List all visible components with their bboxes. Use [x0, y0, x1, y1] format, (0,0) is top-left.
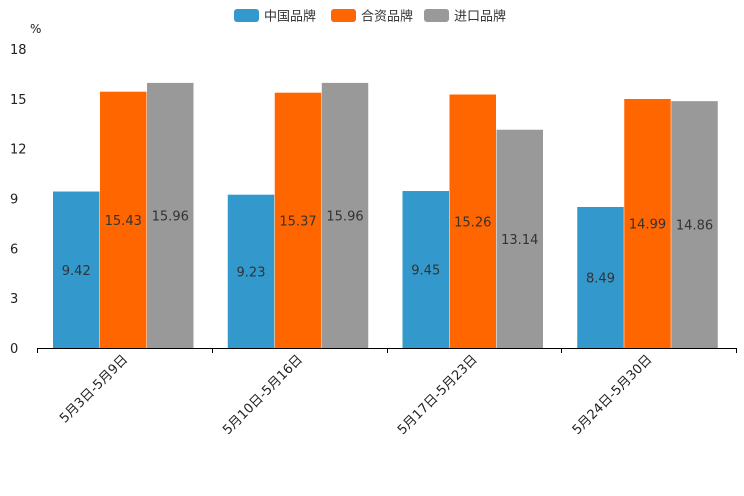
bar-data-label: 15.43: [105, 214, 142, 229]
y-axis: 0 3 6 9 12 15 18: [10, 43, 27, 357]
bar-data-label: 14.99: [629, 217, 666, 232]
bar: [402, 191, 449, 348]
legend-label: 合资品牌: [361, 9, 413, 25]
legend-item[interactable]: 中国品牌: [234, 9, 316, 25]
x-category-label: 5月3日-5月9日: [57, 352, 131, 426]
y-tick-label: 6: [10, 242, 18, 257]
bar-data-label: 13.14: [501, 233, 538, 248]
y-tick-label: 15: [10, 93, 27, 108]
y-tick-label: 12: [10, 143, 27, 158]
bar: [53, 191, 100, 348]
legend-label: 进口品牌: [454, 9, 506, 25]
bar: [496, 129, 543, 348]
bar: [147, 82, 194, 349]
bar-data-label: 9.23: [237, 265, 266, 280]
bar-data-label: 14.86: [676, 219, 713, 234]
bars: 9.42 15.43 15.96 9.23 15.37 15.96 9.45 15.26 13.…: [53, 82, 718, 349]
legend-item[interactable]: 合资品牌: [331, 9, 413, 25]
bar-data-label: 15.26: [454, 215, 491, 230]
bar: [321, 82, 369, 349]
legend-swatch: [424, 9, 449, 22]
legend-swatch: [234, 9, 259, 22]
x-axis: 5月3日-5月9日 5月10日-5月16日 5月17日-5月23日 5月24日-5月3…: [37, 348, 737, 438]
bar-data-label: 15.37: [279, 214, 316, 229]
bar: [624, 98, 671, 348]
bar: [274, 92, 322, 348]
bar-data-label: 15.96: [326, 209, 363, 224]
bar: [100, 91, 147, 348]
x-category-label: 5月17日-5月23日: [395, 352, 481, 438]
legend-label: 中国品牌: [264, 9, 316, 25]
y-axis-unit-label: %: [30, 22, 41, 36]
bar: [671, 101, 718, 348]
bar: [227, 194, 275, 348]
bar: [577, 206, 624, 348]
bar: [449, 94, 496, 349]
legend: 中国品牌 合资品牌 进口品牌: [234, 9, 506, 25]
bar-data-label: 15.96: [152, 209, 189, 224]
legend-swatch: [331, 9, 356, 22]
y-tick-label: 9: [10, 193, 18, 208]
legend-item[interactable]: 进口品牌: [424, 9, 506, 25]
x-category-label: 5月10日-5月16日: [220, 352, 306, 438]
y-tick-label: 18: [10, 43, 27, 58]
y-tick-label: 3: [10, 292, 18, 307]
bar-data-label: 9.42: [62, 264, 91, 279]
bar-data-label: 8.49: [586, 271, 615, 286]
y-tick-label: 0: [10, 342, 18, 357]
x-category-label: 5月24日-5月30日: [570, 352, 656, 438]
bar-data-label: 9.45: [411, 264, 440, 279]
